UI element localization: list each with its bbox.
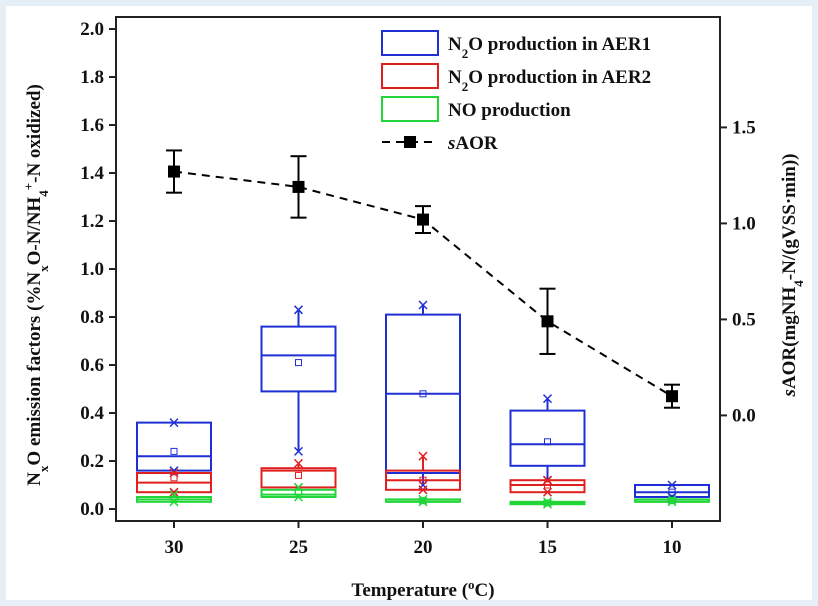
box-mean-marker [544, 438, 551, 446]
box-extreme-marker [293, 482, 304, 492]
box-extreme-marker [169, 497, 179, 507]
saor-point [417, 213, 429, 226]
x-axis-title: Temperature (oC) [351, 577, 494, 602]
box-extreme-marker [542, 394, 553, 404]
box-n2o-production-in-aer1 [509, 394, 586, 485]
box-mean-marker [668, 488, 676, 496]
y-right-tick-label: 0.5 [732, 309, 756, 330]
box-body [136, 421, 212, 472]
saor-point [168, 165, 180, 178]
x-tick-label: 20 [414, 537, 433, 558]
box-n2o-production-in-aer1 [260, 305, 337, 456]
legend: N2O production in AER1 N2O production in … [381, 30, 651, 154]
box-mean-marker [419, 476, 427, 484]
y-left-tick-label: 1.6 [80, 115, 104, 136]
box-extreme-marker [169, 468, 179, 478]
y-left-tick-label: 0.6 [80, 355, 104, 376]
box-mean-marker [170, 474, 178, 482]
box-extreme-marker [418, 485, 428, 495]
box-extreme-marker [169, 418, 179, 428]
box-extreme-marker [542, 487, 553, 497]
box-extreme-marker [667, 480, 677, 490]
x-tick-label: 25 [289, 537, 308, 558]
x-tick-label: 30 [165, 537, 184, 558]
box-no-production [260, 482, 337, 502]
legend-swatch [381, 30, 439, 56]
box-extreme-marker [418, 497, 428, 507]
box-n2o-production-in-aer2 [385, 451, 461, 495]
box-mean-marker [544, 481, 551, 489]
saor-point [666, 390, 678, 403]
box-extreme-marker [418, 300, 428, 310]
box-mean-marker [295, 359, 302, 367]
box-extreme-marker [293, 446, 304, 456]
box-extreme-marker [293, 305, 304, 315]
plot-area-frame [115, 16, 721, 522]
y-left-tick-label: 0.2 [80, 451, 104, 472]
legend-swatch [381, 63, 439, 89]
legend-label: N2O production in AER2 [448, 67, 651, 94]
x-tick-label: 15 [538, 537, 557, 558]
box-n2o-production-in-aer2 [509, 475, 586, 497]
box-no-production [136, 490, 212, 507]
box-mean-marker [544, 499, 551, 507]
legend-label: N2O production in AER1 [448, 34, 651, 61]
box-no-production [385, 494, 461, 507]
box-n2o-production-in-aer2 [136, 468, 212, 497]
box-body [260, 488, 337, 498]
y-left-tick-label: 2.0 [80, 19, 104, 40]
y-left-tick-label: 1.0 [80, 259, 104, 280]
y-right-tick-label: 0.0 [732, 405, 756, 426]
y-axis-left-title: NxO emission factors (%NxO-N/NH4+-N oxid… [21, 84, 51, 486]
box-extreme-marker [418, 451, 428, 461]
box-extreme-marker [667, 497, 677, 507]
box-extreme-marker [169, 487, 179, 497]
box-extreme-marker [542, 499, 553, 509]
box-extreme-marker [293, 458, 304, 468]
y-left-tick-label: 1.2 [80, 211, 104, 232]
box-extreme-marker [418, 494, 428, 504]
y-left-tick-label: 1.8 [80, 67, 104, 88]
box-extreme-marker [542, 475, 553, 485]
y-right-tick-label: 1.5 [732, 117, 756, 138]
box-mean-marker [295, 471, 302, 479]
y-left-tick-label: 1.4 [80, 163, 104, 184]
box-mean-marker [668, 497, 676, 505]
box-extreme-marker [542, 497, 553, 507]
y-right-tick-label: 1.0 [732, 213, 756, 234]
box-mean-marker [419, 390, 427, 398]
box-mean-marker [295, 488, 302, 496]
box-body [509, 409, 586, 467]
box-no-production [509, 497, 586, 509]
x-tick-label: 10 [663, 537, 682, 558]
box-extreme-marker [667, 494, 677, 504]
box-no-production [634, 494, 710, 507]
box-n2o-production-in-aer1 [634, 480, 710, 502]
y-axis-right-title: sAOR(mgNH4-N/(gVSS·min)) [779, 154, 806, 398]
box-extreme-marker [169, 490, 179, 500]
box-extreme-marker [293, 492, 304, 502]
legend-label: NO production [448, 100, 571, 121]
box-n2o-production-in-aer1 [385, 300, 461, 490]
box-mean-marker [170, 447, 178, 455]
saor-point [541, 315, 554, 328]
legend-label: sAOR [447, 133, 498, 154]
legend-marker [404, 136, 416, 148]
box-n2o-production-in-aer1 [136, 418, 212, 476]
y-left-tick-label: 0.8 [80, 307, 104, 328]
y-left-tick-label: 0.0 [80, 499, 104, 520]
box-mean-marker [419, 497, 427, 505]
box-body [260, 325, 337, 393]
legend-swatch [381, 96, 439, 122]
saor-point [292, 180, 305, 193]
y-left-tick-label: 0.4 [80, 403, 104, 424]
